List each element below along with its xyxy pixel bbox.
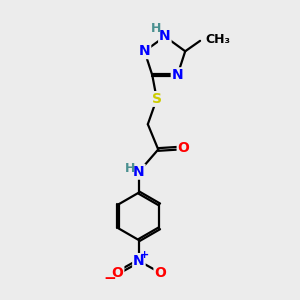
Text: H: H bbox=[152, 22, 162, 34]
Text: N: N bbox=[139, 44, 150, 58]
Text: N: N bbox=[133, 165, 145, 179]
Text: CH₃: CH₃ bbox=[206, 33, 230, 46]
Text: O: O bbox=[178, 141, 189, 155]
Text: −: − bbox=[104, 271, 116, 286]
Text: S: S bbox=[152, 92, 162, 106]
Text: N: N bbox=[172, 68, 183, 82]
Text: N: N bbox=[133, 254, 145, 268]
Text: +: + bbox=[140, 250, 149, 260]
Text: N: N bbox=[159, 29, 171, 44]
Text: O: O bbox=[154, 266, 166, 280]
Text: H: H bbox=[125, 162, 135, 175]
Text: O: O bbox=[112, 266, 123, 280]
